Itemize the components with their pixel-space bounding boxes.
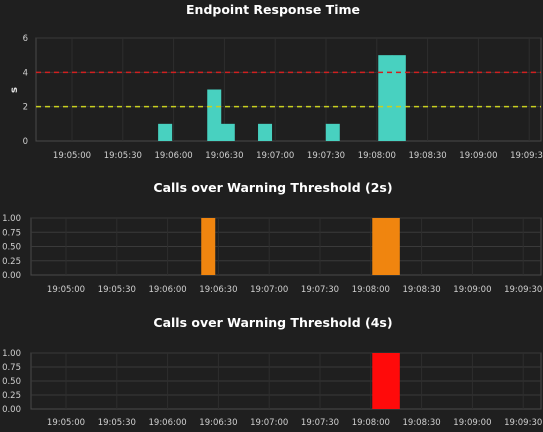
warning-2s-panel: 0.00 0.25 0.50 0.75 1.00 19:05:00 19:05:30 19:0… <box>2 180 542 295</box>
bar <box>372 353 387 409</box>
x-tick-label: 19:06:00 <box>149 418 187 428</box>
chart-title: Calls over Warning Threshold (2s) <box>153 180 392 195</box>
bar <box>391 55 406 141</box>
y-tick-label: 0 <box>23 137 28 147</box>
y-tick-label: 0.75 <box>2 228 21 238</box>
y-tick-label: 6 <box>23 34 28 44</box>
y-tick-label: 0.00 <box>2 271 21 281</box>
bar <box>201 218 216 275</box>
x-tick-label: 19:05:00 <box>47 418 85 428</box>
chart-title: Calls over Warning Threshold (4s) <box>153 315 392 330</box>
bar <box>207 89 222 141</box>
warning-4s-panel: 0.00 0.25 0.50 0.75 1.00 19:05:00 19:05:30 19:0… <box>2 315 542 428</box>
chart-title: Endpoint Response Time <box>186 2 360 17</box>
bar <box>385 353 400 409</box>
plot-area <box>35 37 542 142</box>
bar <box>158 123 173 141</box>
y-tick-label: 1.00 <box>2 349 21 359</box>
y-tick-label: 0.25 <box>2 391 21 401</box>
x-tick-label: 19:09:30 <box>504 418 542 428</box>
x-tick-label: 19:08:30 <box>403 285 441 295</box>
bar <box>385 218 400 275</box>
x-tick-label: 19:06:30 <box>205 151 243 161</box>
y-axis-label: s <box>9 87 20 93</box>
x-tick-label: 19:07:00 <box>250 285 288 295</box>
x-tick-label: 19:07:30 <box>307 151 345 161</box>
y-tick-label: 0.25 <box>2 257 21 267</box>
response-time-panel: s 0 2 4 6 19:05:00 19:05:30 19:06:00 19:06:30 19… <box>9 2 543 161</box>
bar <box>378 55 393 141</box>
y-tick-label: 2 <box>23 103 28 113</box>
x-tick-label: 19:08:00 <box>352 418 390 428</box>
x-tick-label: 19:05:00 <box>47 285 85 295</box>
x-tick-label: 19:06:00 <box>149 285 187 295</box>
bar <box>372 218 387 275</box>
y-tick-label: 0.50 <box>2 243 21 253</box>
y-tick-label: 0.50 <box>2 377 21 387</box>
y-tick-label: 1.00 <box>2 214 21 224</box>
x-tick-label: 19:05:30 <box>104 151 142 161</box>
x-tick-label: 19:05:00 <box>53 151 91 161</box>
y-tick-label: 0.00 <box>2 405 21 415</box>
bar <box>325 123 340 141</box>
x-tick-label: 19:09:30 <box>504 285 542 295</box>
x-tick-label: 19:07:00 <box>256 151 294 161</box>
x-tick-label: 19:05:30 <box>98 418 136 428</box>
x-tick-label: 19:07:30 <box>301 418 339 428</box>
x-tick-label: 19:08:30 <box>403 418 441 428</box>
x-tick-label: 19:07:00 <box>250 418 288 428</box>
x-tick-label: 19:06:30 <box>199 418 237 428</box>
x-tick-label: 19:08:00 <box>352 285 390 295</box>
y-tick-label: 4 <box>23 68 28 78</box>
x-tick-label: 19:09:00 <box>453 285 491 295</box>
x-tick-label: 19:09:00 <box>459 151 497 161</box>
bar <box>258 123 273 141</box>
x-tick-label: 19:08:00 <box>358 151 396 161</box>
x-tick-label: 19:07:30 <box>301 285 339 295</box>
bar <box>220 123 235 141</box>
x-tick-label: 19:09:30 <box>510 151 543 161</box>
x-tick-label: 19:08:30 <box>409 151 447 161</box>
x-tick-label: 19:06:30 <box>199 285 237 295</box>
x-tick-label: 19:06:00 <box>155 151 193 161</box>
x-tick-label: 19:09:00 <box>453 418 491 428</box>
x-tick-label: 19:05:30 <box>98 285 136 295</box>
y-tick-label: 0.75 <box>2 363 21 373</box>
